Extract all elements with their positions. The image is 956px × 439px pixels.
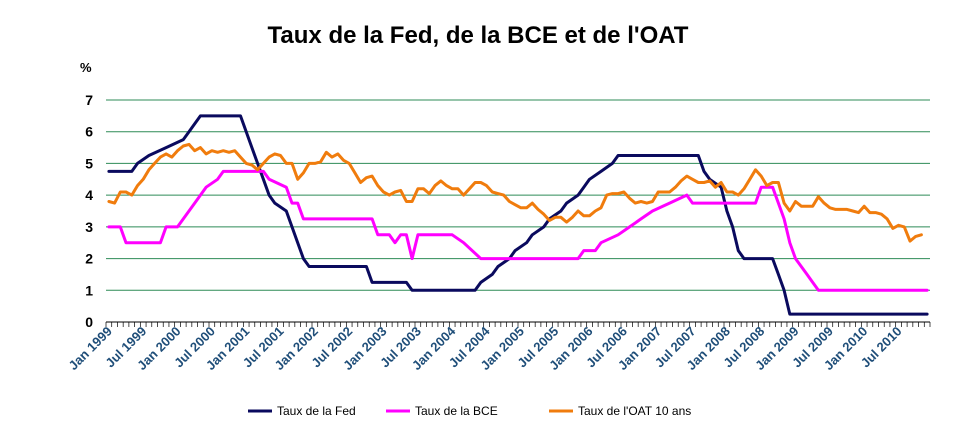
series-line-2 — [107, 142, 923, 243]
y-tick-label: 3 — [85, 219, 93, 235]
y-axis-ticks: 0 1 2 3 4 5 6 7 — [85, 92, 93, 330]
series-line-1 — [107, 169, 929, 292]
series-line-0 — [107, 114, 929, 316]
legend-label-1: Taux de la BCE — [415, 404, 498, 418]
legend: Taux de la Fed Taux de la BCE Taux de l'OA… — [248, 404, 691, 418]
y-axis-unit-label: % — [80, 60, 92, 75]
y-tick-label: 7 — [85, 92, 93, 108]
gridlines — [106, 99, 930, 291]
chart-title: Taux de la Fed, de la BCE et de l'OAT — [268, 22, 689, 49]
legend-label-2: Taux de l'OAT 10 ans — [578, 404, 691, 418]
series-lines — [107, 114, 929, 316]
y-tick-label: 1 — [85, 282, 93, 298]
y-tick-label: 2 — [85, 251, 93, 267]
y-tick-label: 5 — [85, 155, 93, 171]
y-tick-label: 0 — [85, 314, 93, 330]
y-tick-label: 6 — [85, 124, 93, 140]
legend-label-0: Taux de la Fed — [277, 404, 356, 418]
y-tick-label: 4 — [85, 187, 93, 203]
